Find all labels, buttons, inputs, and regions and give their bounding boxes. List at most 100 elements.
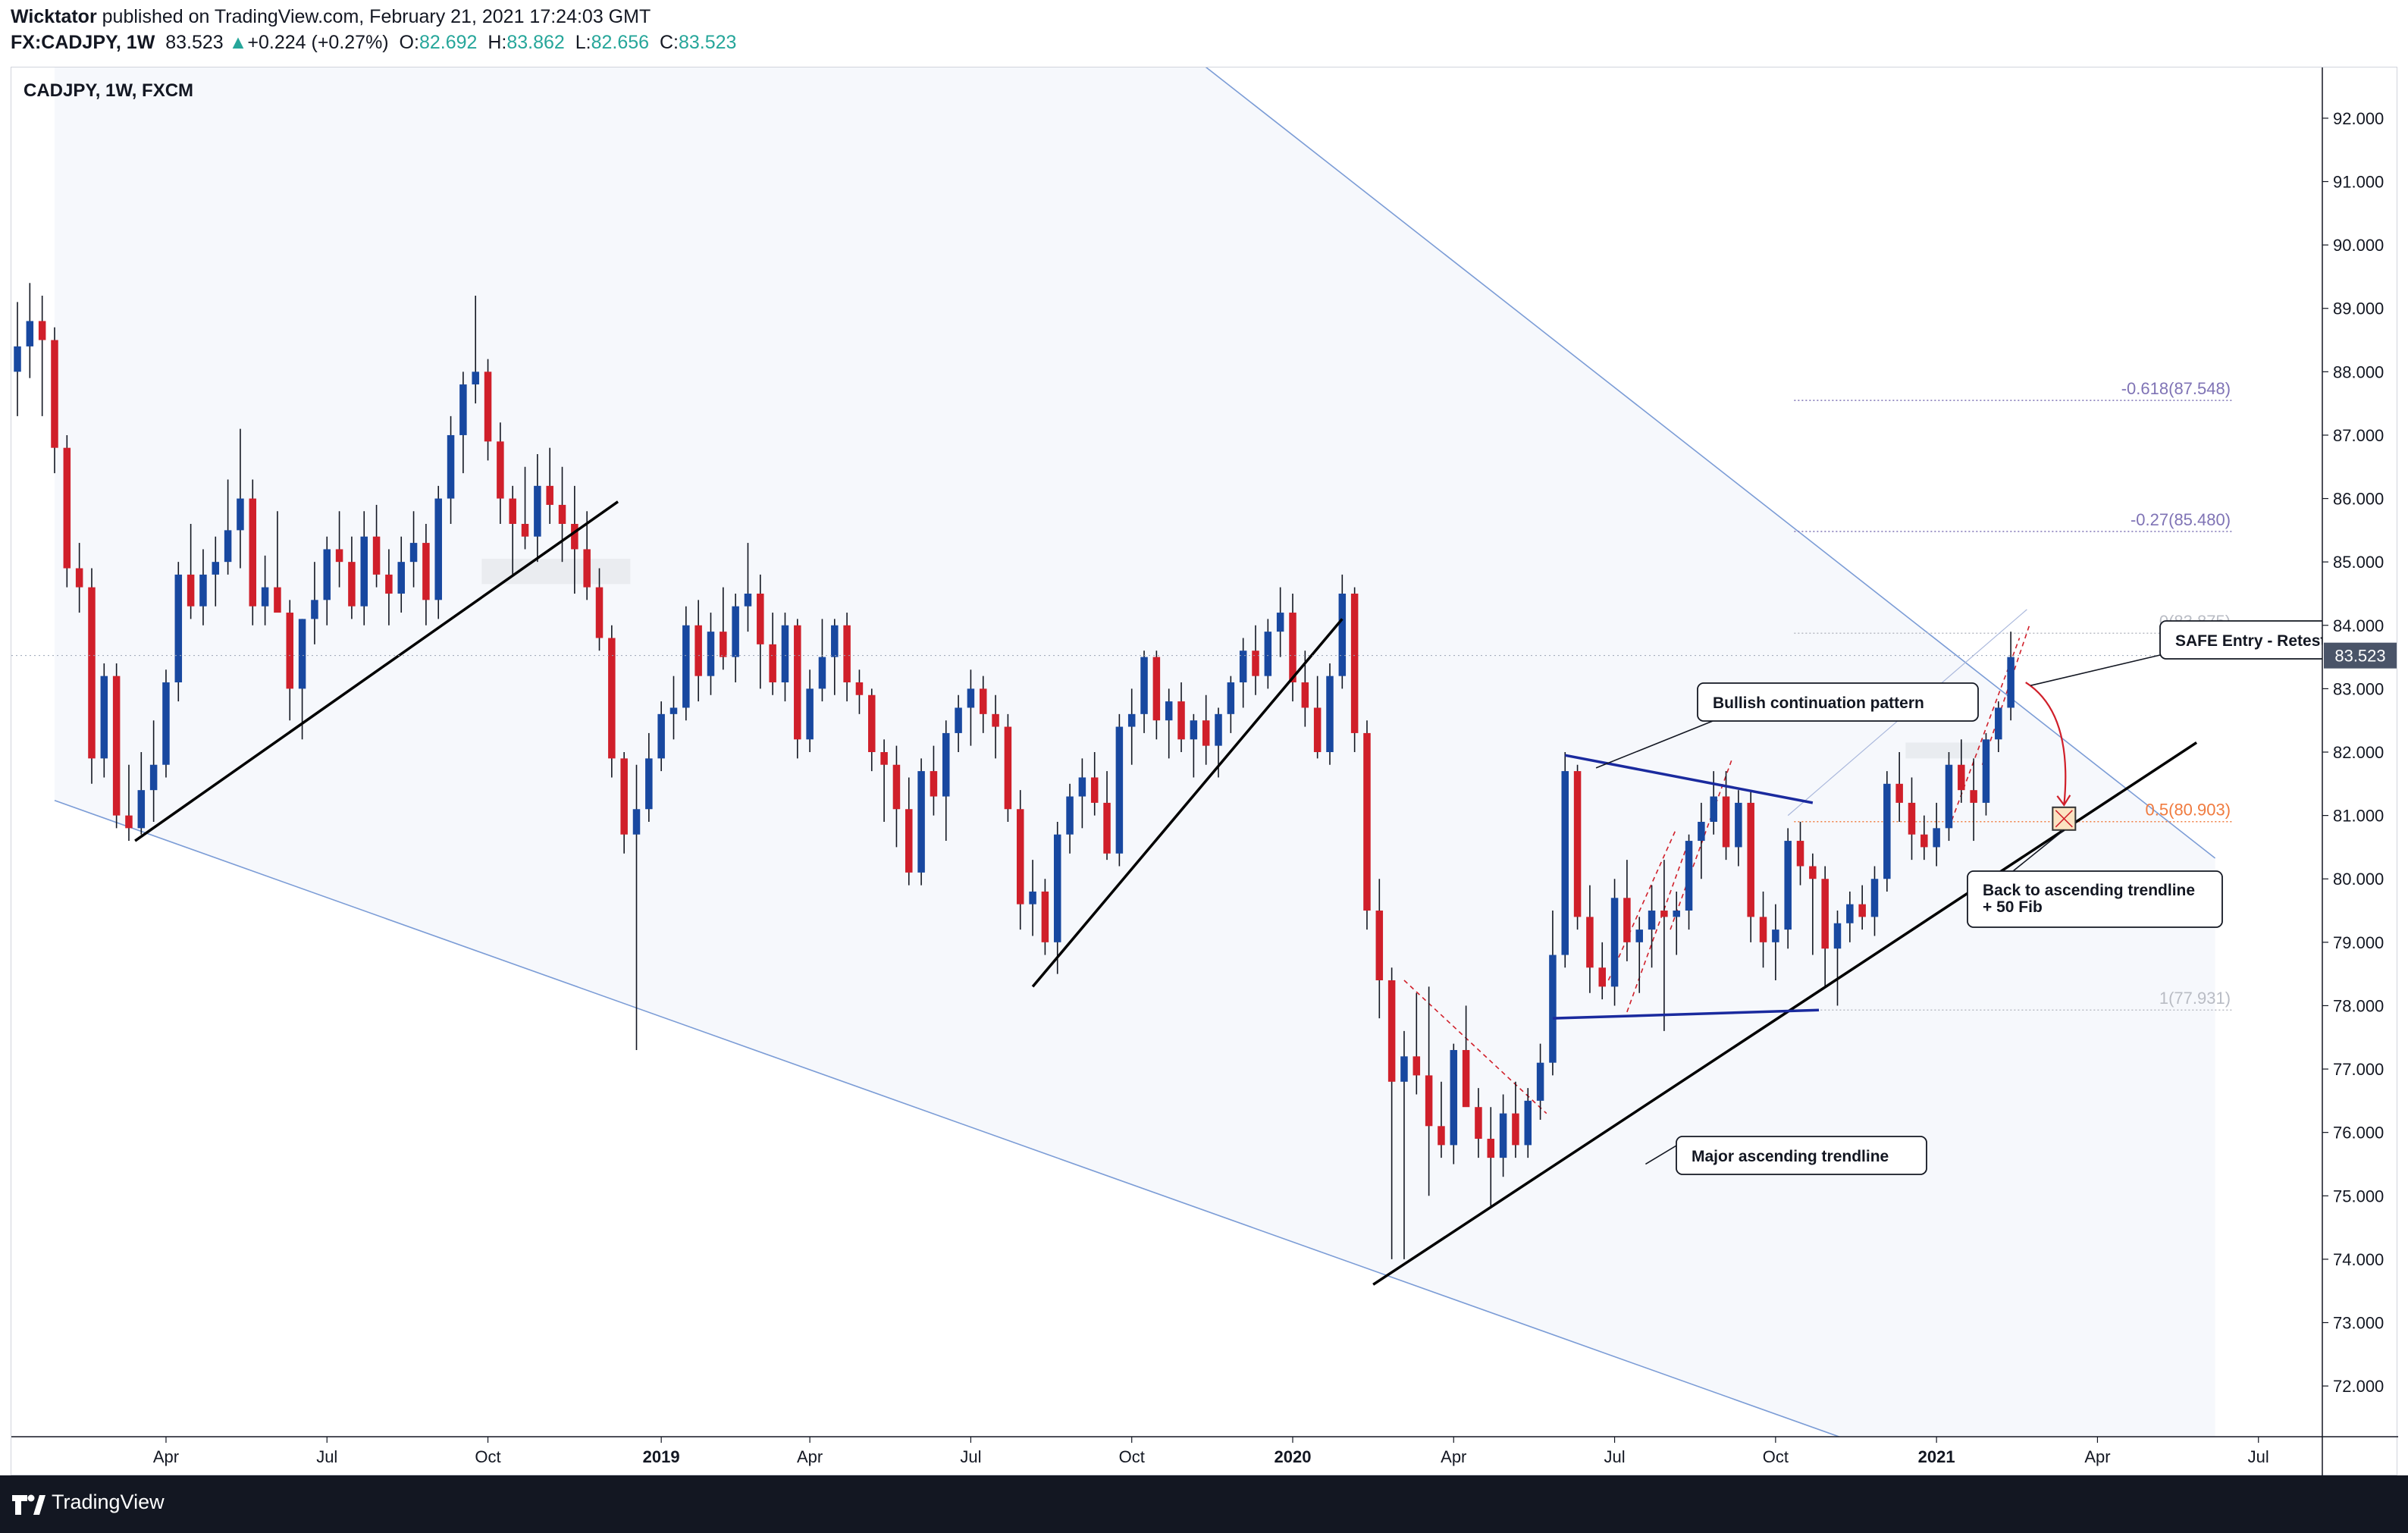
candle-down[interactable]	[868, 694, 876, 752]
candle-down[interactable]	[1413, 1056, 1421, 1076]
candle-up[interactable]	[472, 371, 479, 385]
candle-up[interactable]	[632, 809, 641, 835]
candle-up[interactable]	[1784, 841, 1792, 930]
price-axis[interactable]: 72.000 73.000 74.000 75.000 76.000 77.000 78.0…	[2322, 109, 2384, 1396]
candle-up[interactable]	[1029, 891, 1036, 904]
candle-up[interactable]	[534, 485, 541, 537]
candle-down[interactable]	[1202, 720, 1210, 746]
candle-up[interactable]	[1066, 796, 1074, 835]
candle-up[interactable]	[707, 632, 715, 676]
candle-up[interactable]	[967, 688, 975, 708]
candlestick-chart[interactable]: -0.618(87.548)-0.27(85.480)0(83.875)0.5(…	[11, 67, 2398, 1476]
candle-down[interactable]	[1895, 783, 1903, 803]
ascending-trendline[interactable]	[1372, 741, 2198, 1286]
candle-down[interactable]	[595, 587, 604, 638]
candle-up[interactable]	[212, 562, 220, 575]
candle-down[interactable]	[187, 574, 195, 607]
candle-down[interactable]	[38, 321, 46, 340]
tradingview-logo-icon[interactable]	[11, 1491, 45, 1518]
candle-down[interactable]	[1598, 967, 1606, 987]
candle-up[interactable]	[1610, 898, 1619, 987]
candle-down[interactable]	[1289, 613, 1296, 683]
candle-down[interactable]	[1809, 866, 1817, 879]
candle-down[interactable]	[484, 371, 492, 442]
candle-down[interactable]	[608, 638, 616, 759]
candle-up[interactable]	[744, 593, 752, 607]
candle-down[interactable]	[769, 644, 776, 683]
candle-up[interactable]	[311, 600, 318, 619]
candle-up[interactable]	[26, 321, 34, 346]
candle-down[interactable]	[1821, 879, 1829, 949]
candle-up[interactable]	[1326, 676, 1334, 752]
candle-down[interactable]	[1301, 682, 1309, 708]
candle-up[interactable]	[1883, 783, 1891, 879]
candle-down[interactable]	[335, 549, 343, 563]
candle-up[interactable]	[1685, 841, 1693, 911]
candle-down[interactable]	[1152, 657, 1161, 721]
candle-down[interactable]	[372, 536, 381, 575]
candle-down[interactable]	[1487, 1139, 1495, 1158]
candle-down[interactable]	[1660, 911, 1668, 917]
candle-up[interactable]	[1338, 593, 1347, 676]
candle-down[interactable]	[75, 568, 83, 588]
safe-entry-callout[interactable]	[2159, 620, 2380, 660]
bullish-callout[interactable]	[1697, 682, 1979, 722]
candle-up[interactable]	[1833, 923, 1842, 949]
candle-down[interactable]	[1512, 1113, 1519, 1146]
candle-down[interactable]	[1438, 1126, 1445, 1146]
candle-up[interactable]	[818, 657, 826, 689]
candle-up[interactable]	[669, 707, 678, 714]
candle-up[interactable]	[1140, 657, 1148, 714]
candle-down[interactable]	[1375, 911, 1384, 980]
candle-down[interactable]	[794, 625, 801, 740]
candle-down[interactable]	[880, 752, 888, 765]
candle-up[interactable]	[1078, 777, 1086, 797]
candle-down[interactable]	[422, 543, 430, 600]
candle-down[interactable]	[1462, 1049, 1470, 1108]
candle-down[interactable]	[1920, 834, 1928, 848]
candle-up[interactable]	[1276, 613, 1284, 632]
candle-up[interactable]	[1239, 651, 1247, 683]
candle-up[interactable]	[1499, 1113, 1507, 1158]
candle-up[interactable]	[806, 688, 814, 740]
candle-down[interactable]	[757, 593, 764, 644]
candle-down[interactable]	[558, 504, 566, 524]
candle-down[interactable]	[1908, 802, 1916, 835]
candle-up[interactable]	[14, 346, 21, 372]
candle-up[interactable]	[1127, 713, 1136, 727]
candle-down[interactable]	[249, 498, 257, 607]
candle-up[interactable]	[360, 536, 368, 607]
candle-down[interactable]	[855, 682, 864, 695]
candle-up[interactable]	[645, 758, 653, 810]
candle-down[interactable]	[509, 498, 516, 524]
candle-down[interactable]	[385, 574, 393, 594]
candle-down[interactable]	[1363, 732, 1371, 911]
candle-down[interactable]	[1004, 726, 1012, 810]
candle-down[interactable]	[1177, 701, 1185, 740]
tradingview-brand[interactable]: TradingView	[52, 1491, 165, 1513]
candle-down[interactable]	[571, 524, 578, 550]
candle-down[interactable]	[720, 632, 727, 657]
candle-up[interactable]	[732, 606, 739, 657]
candle-down[interactable]	[1623, 898, 1631, 942]
candle-down[interactable]	[1252, 651, 1259, 676]
candle-down[interactable]	[348, 562, 356, 607]
candle-down[interactable]	[1970, 790, 1977, 803]
candle-down[interactable]	[1425, 1075, 1433, 1127]
candle-up[interactable]	[682, 625, 690, 708]
candle-up[interactable]	[237, 498, 244, 531]
channel-lower-line[interactable]	[54, 799, 1974, 1476]
candle-up[interactable]	[942, 732, 950, 797]
candle-up[interactable]	[1870, 879, 1879, 917]
candle-up[interactable]	[1698, 821, 1705, 842]
ascending-trendline[interactable]	[134, 500, 619, 842]
pattern-lower-line[interactable]	[1552, 1008, 1820, 1020]
candle-down[interactable]	[125, 815, 133, 829]
candle-down[interactable]	[905, 809, 913, 873]
candle-down[interactable]	[1387, 980, 1396, 1082]
candle-up[interactable]	[162, 682, 170, 765]
candle-up[interactable]	[1772, 930, 1779, 942]
candle-down[interactable]	[1475, 1107, 1482, 1140]
candle-up[interactable]	[447, 434, 455, 499]
candle-up[interactable]	[1635, 930, 1643, 942]
